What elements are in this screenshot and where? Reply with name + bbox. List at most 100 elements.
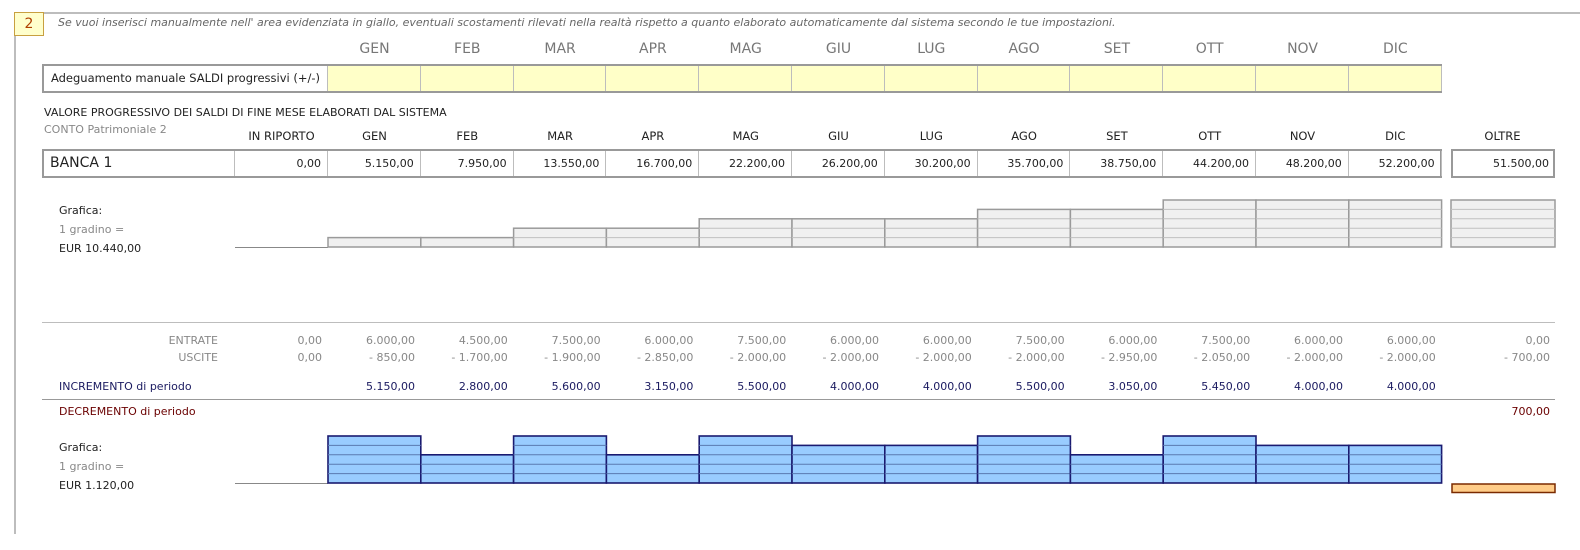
manual-adjust-cell-gen[interactable] bbox=[328, 66, 421, 91]
month-subheader-lug: LUG bbox=[919, 129, 943, 143]
manual-adjust-cell-mar[interactable] bbox=[513, 66, 607, 91]
balance-cell-ott: 44.200,00 bbox=[1163, 151, 1256, 176]
balance-cell-dic: 52.200,00 bbox=[1349, 151, 1442, 176]
chart2-bar-feb bbox=[419, 453, 515, 484]
month-subheader-mag: MAG bbox=[732, 129, 759, 143]
entrate-value-feb: 4.500,00 bbox=[458, 334, 508, 347]
month-header-mag: MAG bbox=[729, 41, 762, 57]
incremento-value-set: 3.050,00 bbox=[1108, 380, 1158, 393]
incremento-value-mag: 5.500,00 bbox=[737, 380, 787, 393]
month-header-set: SET bbox=[1103, 41, 1131, 57]
balance-cell-apr: 16.700,00 bbox=[606, 151, 700, 176]
chart1-bar-oltre bbox=[1450, 199, 1556, 248]
manual-adjust-cell-mag[interactable] bbox=[699, 66, 792, 91]
balance-cell-feb: 7.950,00 bbox=[421, 151, 514, 176]
month-header-feb: FEB bbox=[454, 41, 481, 57]
month-header-lug: LUG bbox=[917, 41, 946, 57]
incremento-value-feb: 2.800,00 bbox=[458, 380, 508, 393]
incremento-value-ago: 5.500,00 bbox=[1015, 380, 1065, 393]
section-frame bbox=[14, 12, 1580, 534]
month-header-gen: GEN bbox=[359, 41, 390, 57]
in-riporto-value: 0,00 bbox=[235, 151, 328, 176]
month-header-apr: APR bbox=[639, 41, 667, 57]
entrate-in-riporto: 0,00 bbox=[297, 334, 323, 347]
decremento-oltre: 700,00 bbox=[1511, 405, 1551, 418]
entrate-value-mag: 7.500,00 bbox=[737, 334, 787, 347]
uscite-value-dic: - 2.000,00 bbox=[1379, 351, 1436, 364]
month-header-ago: AGO bbox=[1008, 41, 1040, 57]
incremento-value-dic: 4.000,00 bbox=[1386, 380, 1436, 393]
account-name: BANCA 1 bbox=[44, 151, 235, 176]
chart1-bar-lug bbox=[884, 218, 979, 248]
chart1-steps bbox=[235, 199, 1556, 248]
chart1-step-value: EUR 10.440,00 bbox=[59, 242, 142, 255]
incremento-value-nov: 4.000,00 bbox=[1294, 380, 1343, 393]
uscite-value-mag: - 2.000,00 bbox=[729, 351, 787, 364]
month-subheader-gen: GEN bbox=[362, 129, 387, 143]
balance-cell-set: 38.750,00 bbox=[1070, 151, 1164, 176]
entrate-value-dic: 6.000,00 bbox=[1386, 334, 1436, 347]
entrate-label: ENTRATE bbox=[168, 334, 218, 347]
oltre-header: OLTRE bbox=[1484, 129, 1521, 143]
month-subheader-nov: NOV bbox=[1289, 129, 1316, 143]
month-header-giu: GIU bbox=[825, 41, 852, 57]
chart1-bar-mag bbox=[698, 218, 793, 248]
incremento-label: INCREMENTO di periodo bbox=[59, 380, 192, 393]
manual-adjust-cell-ago[interactable] bbox=[977, 66, 1071, 91]
in-riporto-header: IN RIPORTO bbox=[248, 129, 315, 143]
chart1-bar-feb bbox=[420, 236, 515, 248]
uscite-label: USCITE bbox=[178, 351, 218, 364]
entrate-value-mar: 7.500,00 bbox=[551, 334, 601, 347]
month-header-nov: NOV bbox=[1287, 41, 1318, 57]
uscite-value-set: - 2.950,00 bbox=[1100, 351, 1158, 364]
balance-row bbox=[42, 149, 1442, 178]
manual-adjust-cell-dic[interactable] bbox=[1348, 66, 1442, 91]
incremento-value-mar: 5.600,00 bbox=[551, 380, 601, 393]
balance-cell-ago: 35.700,00 bbox=[978, 151, 1071, 176]
chart1-bar-dic bbox=[1348, 199, 1443, 248]
oltre-balance: 51.500,00 bbox=[1451, 149, 1555, 178]
manual-adjust-label: Adeguamento manuale SALDI progressivi (+… bbox=[44, 66, 328, 91]
balance-cell-mar: 13.550,00 bbox=[514, 151, 607, 176]
manual-adjust-cell-feb[interactable] bbox=[420, 66, 514, 91]
manual-adjust-cell-set[interactable] bbox=[1070, 66, 1164, 91]
manual-adjust-cell-ott[interactable] bbox=[1163, 66, 1256, 91]
chart2-bar-apr bbox=[605, 453, 701, 484]
uscite-value-nov: - 2.000,00 bbox=[1286, 351, 1343, 364]
entrate-value-ott: 7.500,00 bbox=[1201, 334, 1251, 347]
uscite-oltre: - 700,00 bbox=[1504, 351, 1550, 364]
uscite-in-riporto: 0,00 bbox=[297, 351, 323, 364]
uscite-value-apr: - 2.850,00 bbox=[636, 351, 694, 364]
entrate-value-set: 6.000,00 bbox=[1108, 334, 1158, 347]
incremento-value-apr: 3.150,00 bbox=[644, 380, 694, 393]
uscite-value-ott: - 2.050,00 bbox=[1193, 351, 1251, 364]
decremento-label: DECREMENTO di periodo bbox=[59, 405, 196, 418]
manual-adjust-cell-apr[interactable] bbox=[606, 66, 700, 91]
chart2-bar-mag bbox=[698, 435, 793, 484]
uscite-value-gen: - 850,00 bbox=[369, 351, 415, 364]
incremento-value-ott: 5.450,00 bbox=[1201, 380, 1251, 393]
entrate-value-gen: 6.000,00 bbox=[366, 334, 415, 347]
balance-cell-nov: 48.200,00 bbox=[1256, 151, 1349, 176]
uscite-value-feb: - 1.700,00 bbox=[451, 351, 508, 364]
month-subheader-apr: APR bbox=[641, 129, 665, 143]
manual-adjust-cell-nov[interactable] bbox=[1256, 66, 1349, 91]
entrate-value-apr: 6.000,00 bbox=[644, 334, 694, 347]
month-subheader-ago: AGO bbox=[1011, 129, 1037, 143]
chart2-step-label: 1 gradino = bbox=[59, 460, 125, 473]
manual-adjust-cell-giu[interactable] bbox=[792, 66, 885, 91]
incremento-divider bbox=[42, 399, 1555, 400]
month-header-dic: DIC bbox=[1382, 41, 1408, 57]
chart1-title: Grafica: bbox=[59, 204, 103, 217]
uscite-value-giu: - 2.000,00 bbox=[822, 351, 879, 364]
balance-cell-mag: 22.200,00 bbox=[699, 151, 792, 176]
balance-cell-gen: 5.150,00 bbox=[328, 151, 421, 176]
chart1-bar-ott bbox=[1162, 199, 1257, 248]
chart1-bar-giu bbox=[791, 218, 886, 248]
chart1-bar-nov bbox=[1255, 199, 1350, 248]
uscite-value-lug: - 2.000,00 bbox=[915, 351, 972, 364]
entrate-value-ago: 7.500,00 bbox=[1015, 334, 1065, 347]
chart2-title: Grafica: bbox=[59, 441, 103, 454]
balance-cell-giu: 26.200,00 bbox=[792, 151, 885, 176]
manual-adjust-cell-lug[interactable] bbox=[884, 66, 978, 91]
